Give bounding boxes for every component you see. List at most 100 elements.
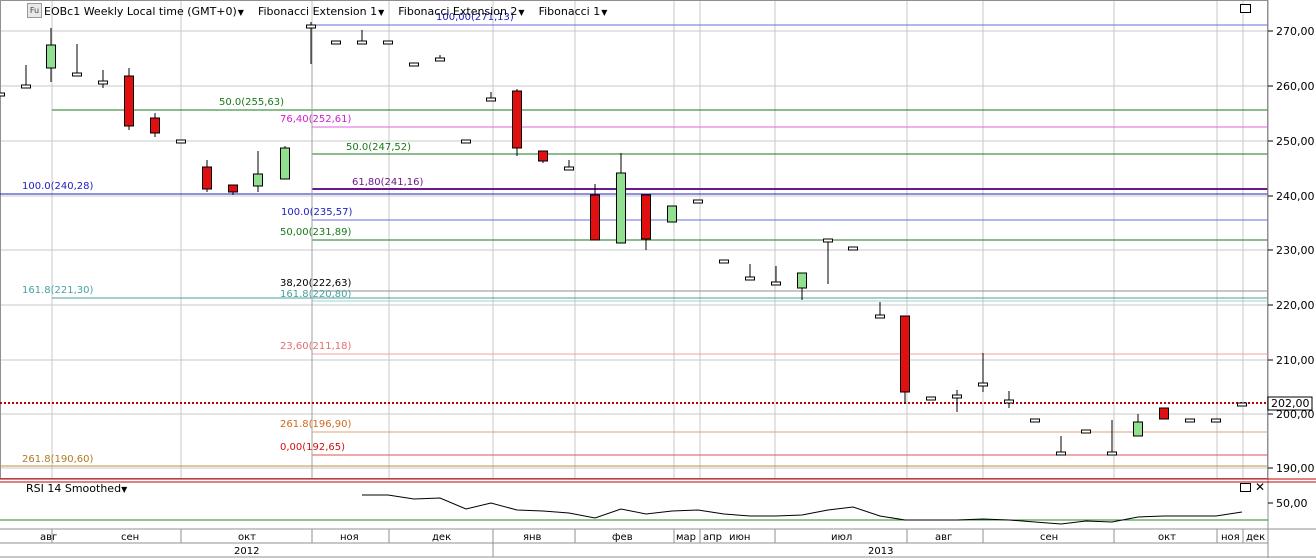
candle	[926, 396, 936, 401]
candle	[202, 160, 212, 192]
candle	[0, 92, 5, 97]
fib-label-c: 76,40(252,61)	[280, 114, 352, 125]
rsi-close-icon[interactable]: ✕	[1255, 480, 1266, 494]
candle	[616, 153, 626, 244]
grid-lines	[0, 0, 1268, 478]
study-fib-ext-2[interactable]: Fibonacci Extension 2▼	[398, 4, 525, 18]
chevron-down-icon: ▼	[378, 7, 385, 17]
candlestick-series[interactable]	[0, 22, 1247, 456]
chevron-down-icon: ▼	[237, 7, 244, 17]
fib-label-l: 23,60(211,18)	[280, 341, 352, 352]
fib-label-g: 100.0(235,57)	[281, 207, 353, 218]
month-label: июн	[729, 532, 750, 543]
candle	[797, 272, 807, 300]
price-tick-240: 240,00	[1276, 190, 1315, 203]
candle	[357, 30, 367, 45]
month-label: сен	[121, 532, 139, 543]
fib-label-h: 50,00(231,89)	[280, 227, 352, 238]
rsi-tick-50: 50,00	[1276, 497, 1308, 510]
month-label: апр	[703, 532, 722, 543]
rsi-maximize-icon[interactable]	[1240, 483, 1251, 492]
month-label: окт	[238, 532, 256, 543]
candle	[72, 44, 82, 77]
month-label: окт	[1158, 532, 1176, 543]
price-tick-210: 210,00	[1276, 354, 1315, 367]
study-fib-1[interactable]: Fibonacci 1▼	[538, 4, 608, 18]
current-price-label: 202,00	[1271, 397, 1310, 410]
fibonacci-lines[interactable]	[0, 24, 1268, 478]
candle	[590, 184, 600, 241]
candle	[1133, 414, 1143, 437]
candle	[693, 199, 703, 204]
month-label: авг	[935, 532, 952, 543]
candle	[1004, 391, 1014, 408]
chevron-down-icon: ▼	[518, 7, 525, 17]
candle	[124, 68, 134, 130]
candle	[46, 28, 56, 82]
fib-label-m: 261.8(196,90)	[280, 419, 352, 430]
rsi-pane[interactable]: 50,00	[0, 478, 1316, 525]
candle	[1081, 429, 1091, 434]
candle	[331, 40, 341, 45]
month-label: дек	[432, 532, 451, 543]
month-label: ноя	[1221, 532, 1240, 543]
month-label: сен	[1040, 532, 1058, 543]
candle	[1159, 407, 1169, 420]
fib-label-j: 161.8(221,30)	[22, 285, 94, 296]
candle	[512, 89, 522, 156]
candle	[900, 315, 910, 404]
candle	[150, 113, 160, 137]
fib-label-f: 61,80(241,16)	[352, 177, 424, 188]
price-tick-270: 270,00	[1276, 25, 1315, 38]
month-label: июл	[831, 532, 852, 543]
fib-label-k: 161.8(220,80)	[280, 289, 352, 300]
candle	[176, 139, 186, 144]
candle	[771, 266, 781, 286]
chevron-down-icon: ▼	[121, 485, 128, 494]
candle	[1030, 418, 1040, 423]
study-fib-ext-1[interactable]: Fibonacci Extension 1▼	[257, 4, 385, 18]
fib-label-e: 100.0(240,28)	[22, 181, 94, 192]
fib-label-d: 50.0(247,52)	[346, 142, 411, 153]
chart-header: EOBc1 Weekly Local time (GMT+0)▼ Fibonac…	[44, 2, 607, 20]
candle	[823, 238, 833, 284]
candle	[228, 184, 238, 195]
candle	[253, 151, 263, 192]
candle	[564, 160, 574, 171]
current-price-box	[1267, 396, 1313, 411]
rsi-line	[362, 494, 1243, 525]
time-axis[interactable]: авг сен окт ноя дек янв фев мар апр июн …	[0, 528, 1316, 558]
candle	[978, 353, 988, 392]
price-tick-220: 220,00	[1276, 299, 1315, 312]
candle	[1237, 402, 1247, 407]
candle	[461, 139, 471, 144]
price-tick-190: 190,00	[1276, 462, 1315, 475]
year-label: 2013	[868, 546, 893, 557]
candle	[1185, 418, 1195, 423]
candle	[1056, 436, 1066, 456]
month-label: мар	[676, 532, 696, 543]
rsi-title-dropdown[interactable]: RSI 14 Smoothed▼	[26, 482, 128, 495]
candle	[409, 62, 419, 67]
chevron-down-icon: ▼	[601, 7, 608, 17]
month-label: янв	[523, 532, 542, 543]
month-label: фев	[612, 532, 633, 543]
candle	[280, 146, 290, 180]
candle	[306, 22, 316, 64]
candle	[667, 205, 677, 223]
fibonacci-labels: 100,00(271,13) 50.0(255,63) 76,40(252,61…	[22, 12, 514, 465]
symbol-badge[interactable]: Fu	[27, 3, 42, 18]
fib-label-b: 50.0(255,63)	[219, 97, 284, 108]
month-label: дек	[1246, 532, 1265, 543]
price-tick-250: 250,00	[1276, 135, 1315, 148]
price-axis[interactable]: 270,00 260,00 250,00 240,00 230,00 220,0…	[1267, 0, 1315, 558]
timeframe-dropdown[interactable]: EOBc1 Weekly Local time (GMT+0)▼	[44, 5, 244, 18]
candle	[745, 264, 755, 281]
symbol-name: EOBc1	[44, 4, 81, 18]
candle	[538, 150, 548, 163]
price-tick-200: 200,00	[1276, 408, 1315, 421]
candle	[383, 40, 393, 45]
maximize-icon[interactable]	[1240, 4, 1251, 13]
candle	[875, 302, 885, 319]
